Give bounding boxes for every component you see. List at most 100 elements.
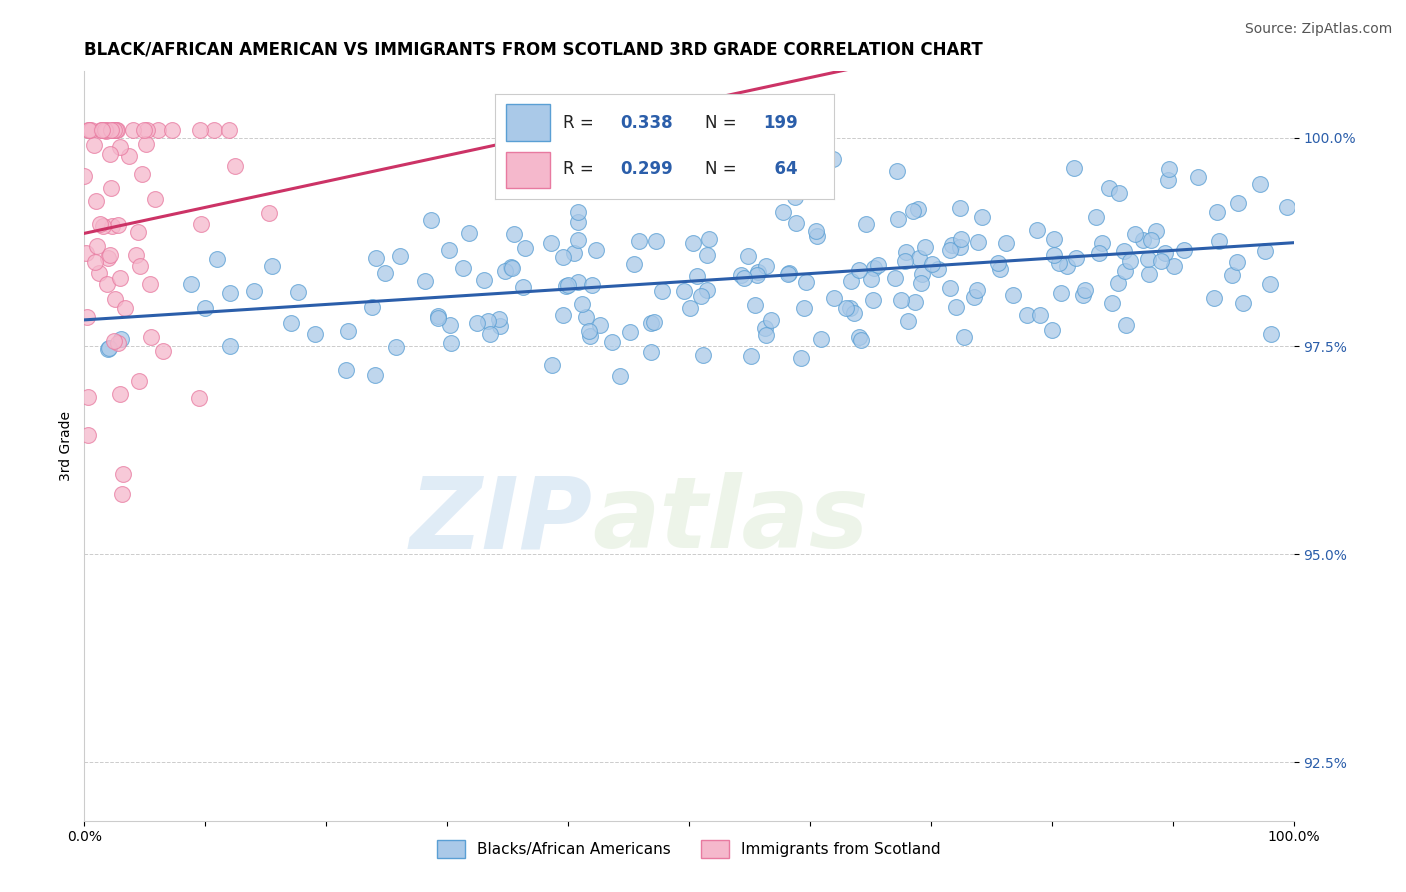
Point xyxy=(257,206,280,220)
Point xyxy=(844,306,866,320)
Point xyxy=(388,249,411,263)
Point xyxy=(1140,233,1163,247)
Point xyxy=(104,122,127,136)
Point xyxy=(90,122,112,136)
Point xyxy=(77,428,100,442)
Point xyxy=(641,170,664,185)
Point xyxy=(967,235,990,250)
Point xyxy=(689,289,711,303)
Point xyxy=(823,291,845,305)
Point xyxy=(755,259,778,273)
Point xyxy=(1063,161,1085,175)
Point xyxy=(107,336,129,351)
Point xyxy=(778,266,800,280)
Point xyxy=(785,216,807,230)
Point xyxy=(91,122,114,136)
Point xyxy=(910,276,932,290)
Point xyxy=(894,253,917,268)
Point xyxy=(97,341,120,355)
Point xyxy=(692,348,714,362)
Point xyxy=(1187,169,1209,184)
Point xyxy=(89,267,111,281)
Point xyxy=(1047,256,1070,270)
Point xyxy=(1029,309,1052,323)
Point xyxy=(111,467,134,482)
Point xyxy=(1087,246,1109,260)
Point xyxy=(588,318,610,332)
Point xyxy=(567,204,589,219)
Point xyxy=(1206,205,1229,219)
Point xyxy=(180,277,202,291)
Point xyxy=(602,334,624,349)
Point xyxy=(1202,291,1225,305)
Point xyxy=(224,159,246,173)
Point xyxy=(489,319,512,334)
Point xyxy=(553,250,575,264)
Point xyxy=(385,340,408,354)
Point xyxy=(540,235,562,250)
Point xyxy=(1150,253,1173,268)
Point xyxy=(364,368,387,382)
Point xyxy=(1074,283,1097,297)
Point xyxy=(863,261,886,276)
Point xyxy=(110,332,132,346)
Point xyxy=(187,391,209,405)
Point xyxy=(472,273,495,287)
Point xyxy=(821,153,844,167)
Point xyxy=(202,122,225,136)
Point xyxy=(135,136,157,151)
Point xyxy=(501,260,523,275)
Point xyxy=(190,217,212,231)
Point xyxy=(890,293,912,307)
Point xyxy=(1227,195,1250,210)
Point xyxy=(848,262,870,277)
Point xyxy=(1107,277,1129,291)
Point xyxy=(747,264,769,278)
Point xyxy=(127,225,149,239)
Legend: Blacks/African Americans, Immigrants from Scotland: Blacks/African Americans, Immigrants fro… xyxy=(430,832,948,865)
Point xyxy=(860,272,883,286)
Point xyxy=(1275,200,1298,214)
Point xyxy=(567,234,589,248)
Point xyxy=(494,264,516,278)
Text: BLACK/AFRICAN AMERICAN VS IMMIGRANTS FROM SCOTLAND 3RD GRADE CORRELATION CHART: BLACK/AFRICAN AMERICAN VS IMMIGRANTS FRO… xyxy=(84,41,983,59)
Point xyxy=(733,271,755,285)
Point xyxy=(84,194,107,208)
Point xyxy=(1115,318,1137,333)
Point xyxy=(941,238,963,252)
Point xyxy=(966,283,988,297)
Point xyxy=(131,167,153,181)
Point xyxy=(77,122,100,136)
Point xyxy=(948,201,970,215)
Point xyxy=(103,122,125,136)
Point xyxy=(219,339,242,353)
Point xyxy=(1260,326,1282,341)
Point xyxy=(1043,232,1066,246)
Point xyxy=(557,278,579,293)
Point xyxy=(1208,235,1230,249)
Point xyxy=(952,330,974,344)
Point xyxy=(453,260,475,275)
Point xyxy=(644,234,666,248)
Point xyxy=(89,217,111,231)
Point xyxy=(97,342,120,356)
Point xyxy=(575,310,598,325)
Point xyxy=(697,232,720,246)
Point xyxy=(1064,251,1087,265)
Point xyxy=(1119,254,1142,268)
Point xyxy=(194,301,217,316)
Point xyxy=(623,257,645,271)
Point xyxy=(1043,247,1066,261)
Point xyxy=(1112,244,1135,258)
Point xyxy=(374,266,396,280)
Point xyxy=(897,313,920,327)
Point xyxy=(1101,295,1123,310)
Point xyxy=(970,211,993,225)
Point xyxy=(949,240,972,254)
Point xyxy=(785,190,807,204)
Text: Source: ZipAtlas.com: Source: ZipAtlas.com xyxy=(1244,22,1392,37)
Point xyxy=(1026,223,1049,237)
Point xyxy=(734,161,756,176)
Point xyxy=(364,251,387,265)
Point xyxy=(651,284,673,298)
